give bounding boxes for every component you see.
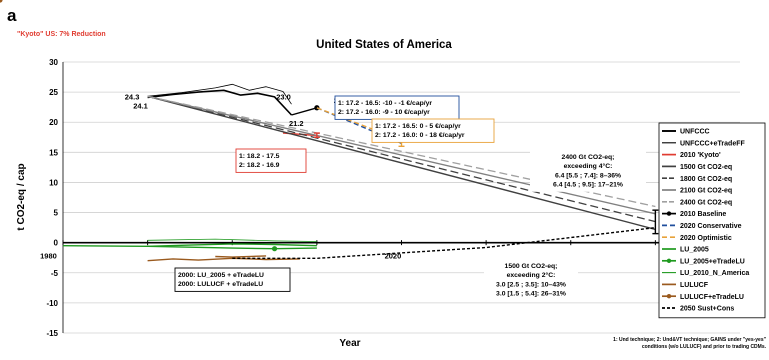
error-bar — [313, 132, 320, 138]
series-line-lu2010 — [147, 238, 317, 242]
y-tick-label: -10 — [46, 299, 58, 308]
y-tick-label: 0 — [54, 239, 59, 248]
series-line-g2100 — [147, 95, 656, 215]
annotation-box-g1500: 1500 Gt CO2-eq;exceeding 2°C: 3.0 [2.5 ; … — [484, 259, 578, 301]
annotation-box-g2400: 2400 Gt CO2-eq;exceeding 4°C: 6.4 [5.5 ; … — [530, 150, 646, 192]
legend-label: UNFCCC — [680, 129, 710, 136]
legend-label: 2400 Gt CO2-eq — [680, 199, 732, 206]
legend-label: LULUCF+eTradeLU — [680, 294, 744, 301]
annotation-line: 2400 Gt CO2-eq; — [562, 154, 615, 161]
annotation-line: 3.0 [2.5 ; 3.5]: 10–43% — [496, 281, 566, 288]
annotation-line: 1: 18.2 - 17.5 — [239, 153, 280, 160]
series-line-unfccc — [147, 89, 293, 116]
annotation-line: 2: 17.2 - 16.0: 0 - 18 €/cap/yr — [375, 132, 465, 139]
annotation-line: 6.4 [5.5 ; 7.4]: 8–36% — [555, 172, 621, 179]
legend-item-sust: 2050 Sust+Cons — [662, 306, 734, 313]
series-line-sust — [232, 226, 656, 259]
series-line-g1500 — [147, 95, 656, 231]
legend-item-lu2010: LU_2010_N_America — [662, 270, 749, 277]
error-bar — [652, 209, 659, 235]
point-label: 21.2 — [289, 119, 304, 128]
annotation-line: 1500 Gt CO2-eq; — [505, 263, 558, 270]
y-tick-label: 5 — [54, 209, 59, 218]
annotation-layer: 1: 17.2 - 16.5: -10 - -1 €/cap/yr 2: 17.2… — [174, 95, 646, 301]
annotation-line: 2: 18.2 - 16.9 — [239, 162, 280, 169]
legend-label: LU_2010_N_America — [680, 270, 749, 277]
legend-label: LU_2005+eTradeLU — [680, 258, 745, 265]
point-label: 1980 — [40, 251, 57, 260]
legend-item-unfccc_tff: UNFCCC+eTradeFF — [662, 140, 745, 147]
legend-label: 2100 Gt CO2-eq — [680, 188, 732, 195]
annotation-box-cons: 1: 17.2 - 16.5: -10 - -1 €/cap/yr 2: 17.2… — [334, 95, 460, 120]
legend-label: UNFCCC+eTradeFF — [680, 140, 745, 147]
legend-item-lu2005_tlu: LU_2005+eTradeLU — [662, 258, 745, 265]
legend-item-g2400: 2400 Gt CO2-eq — [662, 199, 732, 206]
chart-subtitle: "Kyoto" US: 7% Reduction — [17, 31, 106, 38]
legend-item-g2100: 2100 Gt CO2-eq — [662, 188, 732, 195]
annotation-line: 2000: LU_2005 + eTradeLU — [178, 272, 264, 279]
annotation-line: 2: 17.2 - 16.0: -9 - 10 €/cap/yr — [338, 109, 430, 116]
legend: UNFCCC UNFCCC+eTradeFF 2010 'Kyoto' 1500 Gt… — [658, 122, 766, 319]
point-label: 24.3 — [125, 92, 140, 101]
legend-frame — [658, 122, 766, 319]
legend-item-lulucf: LULUCF — [662, 282, 709, 289]
y-tick-label: 25 — [49, 88, 58, 97]
annotation-box-opt: 1: 17.2 - 16.5: 0 - 5 €/cap/yr 2: 17.2 - … — [371, 118, 495, 143]
legend-item-g1800: 1800 Gt CO2-eq — [662, 176, 732, 183]
series-marker-lulucf_tlu — [0, 0, 3, 3]
chart-title: United States of America — [316, 39, 452, 51]
legend-item-g1500: 1500 Gt CO2-eq — [662, 164, 732, 171]
legend-label: 2010 Baseline — [680, 211, 726, 218]
legend-label: 2020 Conservative — [680, 223, 742, 230]
legend-label: 2010 'Kyoto' — [680, 152, 721, 159]
legend-label: LULUCF — [680, 282, 709, 289]
annotation-line: exceeding 4°C: — [564, 162, 613, 170]
annotation-line: exceeding 2°C: — [507, 271, 556, 279]
y-tick-label: 30 — [49, 58, 58, 67]
x-axis-label: Year — [339, 338, 360, 349]
footnote-line-1: 1: Und technique; 2: Und&VT technique; G… — [613, 337, 766, 343]
series-line-lulucf — [147, 257, 300, 262]
legend-item-unfccc: UNFCCC — [662, 129, 710, 136]
panel-letter: a — [7, 6, 17, 25]
series-line-g1800 — [147, 95, 656, 223]
series-line-lulucf_tlu — [215, 255, 267, 258]
legend-label: 1800 Gt CO2-eq — [680, 176, 732, 183]
annotation-line: 3.0 [1.5 ; 5.4]: 26–31% — [496, 291, 566, 298]
y-tick-label: 15 — [49, 148, 58, 157]
legend-label: LU_2005 — [680, 247, 709, 254]
annotation-line: 1: 17.2 - 16.5: 0 - 5 €/cap/yr — [375, 123, 461, 130]
legend-item-kyoto: 2010 'Kyoto' — [662, 152, 721, 159]
annotation-line: 2000: LULUCF + eTradeLU — [178, 281, 263, 288]
legend-item-lulucf_tlu: LULUCF+eTradeLU — [662, 294, 744, 301]
series-line-unfccc_tff — [147, 83, 292, 105]
y-tick-label: -15 — [46, 329, 58, 338]
series-layer — [0, 0, 656, 262]
legend-item-optimistic: 2020 Optimistic — [662, 235, 732, 242]
legend-label: 2050 Sust+Cons — [680, 306, 734, 313]
y-tick-label: -5 — [51, 269, 59, 278]
y-axis-label: t CO2-eq / cap — [16, 163, 27, 230]
grid: -15 -10 -5 0 5 10 15 20 25 30 — [46, 58, 741, 338]
point-label: 23.0 — [276, 92, 291, 101]
point-label: 24.1 — [133, 101, 148, 110]
point-label: 2020 — [385, 251, 402, 260]
annotation-line: 1: 17.2 - 16.5: -10 - -1 €/cap/yr — [338, 100, 432, 107]
legend-label: 2020 Optimistic — [680, 235, 732, 242]
legend-item-lu2005: LU_2005 — [662, 247, 709, 254]
y-tick-label: 20 — [49, 118, 58, 127]
series-line-lu2005 — [147, 243, 317, 247]
legend-label: 1500 Gt CO2-eq — [680, 164, 732, 171]
legend-item-conservative: 2020 Conservative — [662, 223, 742, 230]
y-tick-label: 10 — [49, 178, 58, 187]
series-line-baseline — [291, 107, 318, 116]
legend-item-baseline: 2010 Baseline — [662, 211, 726, 218]
annotation-box-lu: 2000: LU_2005 + eTradeLU 2000: LULUCF + e… — [174, 267, 291, 292]
annotation-box-kyoto: 1: 18.2 - 17.5 2: 18.2 - 16.9 — [235, 148, 307, 173]
footnote-line-2: conditions (w/o LULUCF) and prior to tra… — [642, 344, 767, 350]
series-line-lu2005_tlu — [62, 245, 317, 250]
series-marker-lu2005_tlu — [271, 246, 278, 252]
annotation-line: 6.4 [4.5 ; 9.5]: 17–21% — [553, 182, 623, 189]
